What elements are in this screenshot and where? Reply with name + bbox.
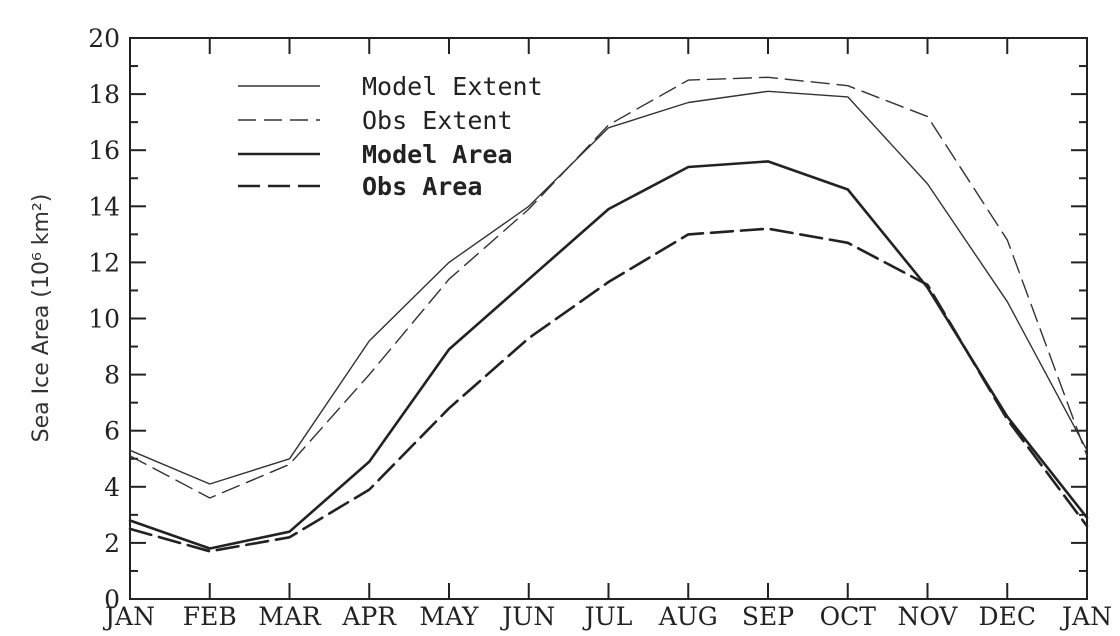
legend: Model Extent Obs Extent Model Area Obs Area	[238, 72, 543, 201]
y-tick-label: 18	[88, 80, 120, 109]
y-tick-label: 20	[88, 24, 120, 53]
y-tick-label: 0	[104, 585, 120, 614]
y-tick-label: 4	[104, 473, 120, 502]
x-tick-labels: JAN FEB MAR APR MAY JUN JUL AUG SEP OCT NOV DEC JAN	[102, 602, 1112, 631]
y-tick-label: 2	[104, 529, 120, 558]
legend-label: Obs Extent	[362, 106, 513, 135]
y-tick-label: 6	[104, 417, 120, 446]
x-tick-label: OCT	[820, 602, 877, 631]
x-tick-label: FEB	[183, 602, 237, 631]
x-tick-label: JUL	[582, 602, 633, 631]
x-tick-label: MAR	[258, 602, 322, 631]
y-tick-label: 10	[88, 305, 120, 334]
x-tick-label: APR	[341, 602, 397, 631]
plot-frame	[129, 37, 1088, 600]
legend-label: Obs Area	[362, 172, 482, 201]
x-tick-label: MAY	[419, 602, 479, 631]
y-tick-label: 16	[88, 136, 120, 165]
y-tick-labels: 0 2 4 6 8 10 12 14 16 18 20	[88, 24, 120, 614]
series-line-model-area	[128, 160, 1089, 550]
x-tick-label: JAN	[1059, 602, 1112, 631]
x-tick-label: JAN	[102, 602, 155, 631]
series-line-obs-area	[128, 227, 1089, 553]
x-tick-label: DEC	[979, 602, 1036, 631]
x-tick-label: JUN	[499, 602, 555, 631]
legend-label: Model Extent	[362, 72, 543, 101]
series-line-obs-extent	[129, 76, 1088, 499]
legend-label: Model Area	[362, 140, 513, 169]
series-lines	[128, 76, 1089, 553]
y-tick-label: 14	[88, 192, 120, 221]
x-tick-label: AUG	[658, 602, 718, 631]
axis-ticks	[129, 37, 1088, 600]
y-tick-label: 12	[88, 248, 120, 277]
y-axis-label: Sea Ice Area (10⁶ km²)	[29, 194, 54, 443]
x-tick-label: SEP	[742, 602, 794, 631]
series-line-model-extent	[129, 90, 1088, 485]
x-tick-label: NOV	[898, 602, 959, 631]
y-tick-label: 8	[104, 361, 120, 390]
